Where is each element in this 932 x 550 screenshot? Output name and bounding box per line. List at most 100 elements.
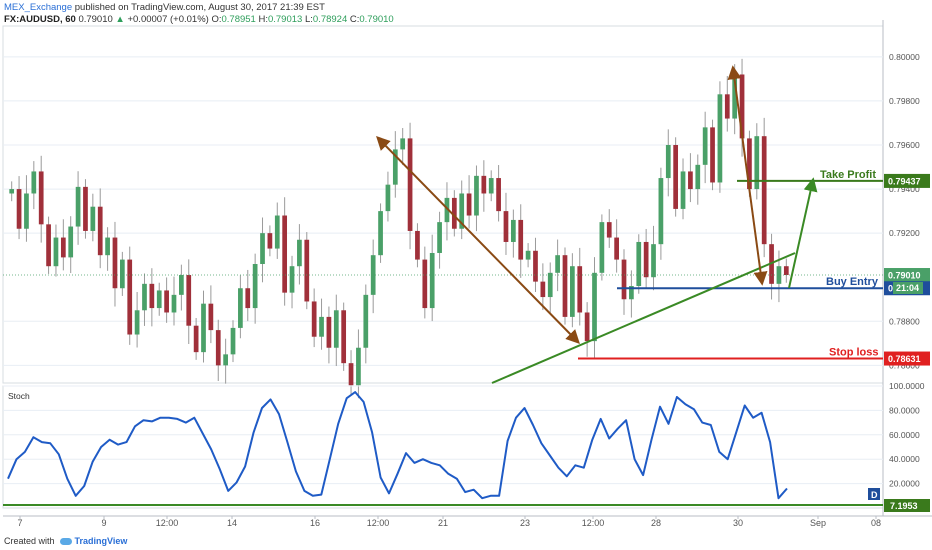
candle-body [252,264,258,309]
change-value: +0.00007 (+0.01%) [127,14,209,25]
candle-body [31,171,37,194]
last-price-badge: 0.79010 [888,271,921,281]
candle-body [702,127,708,165]
price-tick-label: 0.78800 [889,316,920,326]
candle-body [38,171,44,225]
candle-body [629,286,634,300]
candle-body [363,294,369,348]
time-tick-label: Sep [810,518,826,528]
candle-body [761,136,767,245]
candle-body [496,178,501,212]
candle-body [260,233,265,264]
price-tick-label: 0.79800 [889,96,920,106]
candle-body [326,316,332,348]
time-tick-label: 12:00 [156,518,179,528]
stop-loss-price-badge: 0.78631 [888,354,921,364]
candle-body [466,193,472,216]
candle-body [16,189,22,229]
candle-body [9,189,15,194]
price-chart[interactable]: Take Profit Buy Entry Stop loss 100.0000 80… [0,0,932,532]
candle-body [562,255,568,317]
candle-body [518,219,524,260]
candle-body [606,222,612,238]
candle-body [215,330,221,366]
candle-body [112,237,118,289]
candle-body [643,241,649,278]
candle-body [584,312,590,342]
time-tick-label: 9 [101,518,106,528]
candle-body [230,327,236,355]
candle-body [533,250,538,282]
stoch-level-badge-bg [884,499,930,512]
candle-body [422,259,428,309]
candle-body [201,303,206,353]
candle-body [333,310,339,348]
chart-header: MEX_Exchange published on TradingView.co… [4,2,394,26]
stoch-pane-frame [2,385,884,509]
candle-body [400,138,406,150]
price-tick-label: 0.79400 [889,184,920,194]
candle-body [599,222,605,273]
measure-arrow-right [727,65,768,286]
candle-body [267,233,273,249]
stoch-tick-label: 60.0000 [889,430,920,440]
candle-body [356,347,361,386]
candle-body [570,266,575,317]
candle-body [223,354,228,366]
price-tick-label: 0.80000 [889,52,920,62]
candle-body [621,259,627,300]
high-label: H: [258,14,268,25]
stop-loss-price-badge-bg [884,351,930,366]
stoch-tick-label: 100.0000 [889,381,925,391]
candle-body [90,206,96,231]
candle-body [665,145,671,179]
author-link[interactable]: MEX_Exchange [4,2,73,13]
high-value: 0.79013 [267,14,303,25]
candle-body [592,272,597,342]
candle-body [503,211,509,242]
created-with-text: Created with [4,536,55,546]
candle-body [783,266,789,276]
candle-body [238,288,243,328]
candle-body [164,290,169,313]
candle-body [297,239,302,267]
candle-body [474,175,479,216]
candle-body [636,241,642,287]
candle-body [127,259,133,335]
candle-body [673,145,679,209]
publish-line: MEX_Exchange published on TradingView.co… [4,2,394,14]
candle-body [540,281,546,298]
time-tick-label: 08 [871,518,881,528]
candle-body [488,178,494,194]
candle-body [385,184,391,212]
take-profit-price-badge-bg [884,173,930,188]
close-value: 0.79010 [359,14,394,25]
candle-body [282,215,288,293]
take-profit-label: Take Profit [820,169,876,181]
candle-body [555,255,560,273]
candle-body [142,283,147,311]
candle-body [614,237,619,260]
candle-body [695,164,701,190]
measure-arrow-left [376,136,580,344]
countdown-badge-bg [893,282,923,295]
open-label: O: [211,14,222,25]
candle-body [776,266,782,284]
candle-body [577,266,583,313]
candle-body [311,301,317,337]
stoch-tick-label: 20.0000 [889,479,920,489]
candle-body [68,226,74,258]
tradingview-brand[interactable]: TradingView [74,536,128,546]
candle-body [24,193,29,229]
candle-body [186,275,192,326]
candle-body [193,325,199,353]
last-price-badge-bg [884,268,930,283]
candle-body [179,275,184,295]
time-tick-label: 12:00 [582,518,605,528]
price-tick-label: 0.79600 [889,140,920,150]
candle-body [481,175,487,194]
candle-body [245,288,251,309]
stoch-marker: D [871,490,878,500]
stoch-marker-bg [868,488,880,500]
candle-body [717,94,723,183]
